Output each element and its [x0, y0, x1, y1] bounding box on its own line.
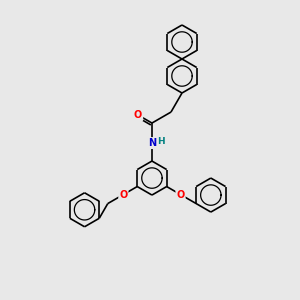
Text: O: O: [134, 110, 142, 120]
Text: O: O: [119, 190, 128, 200]
Text: O: O: [176, 190, 185, 200]
Text: H: H: [157, 136, 165, 146]
Text: N: N: [148, 138, 156, 148]
